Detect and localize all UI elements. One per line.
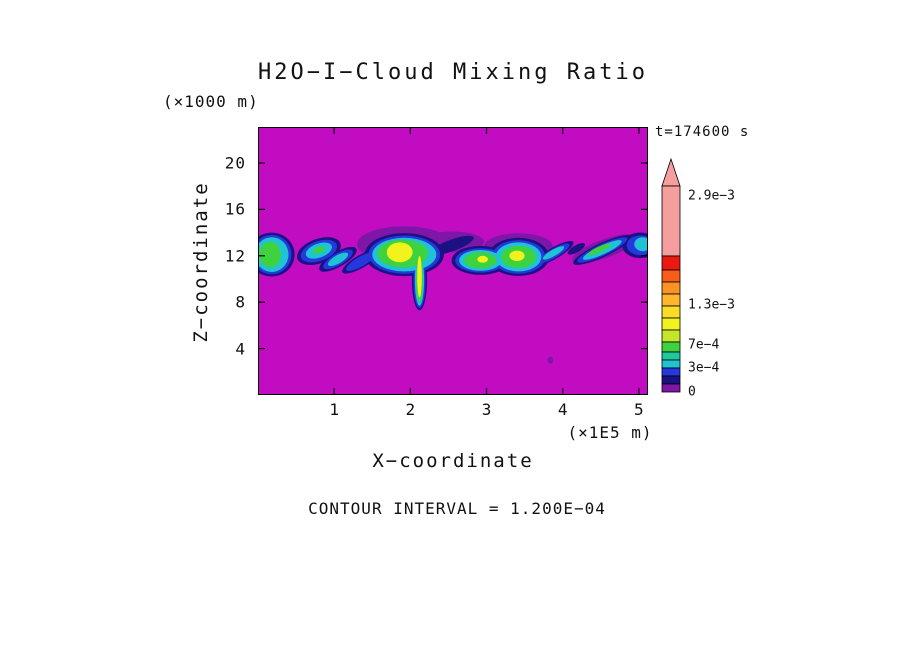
cloud-contour-region bbox=[567, 242, 586, 255]
plot-title: H2O−I−Cloud Mixing Ratio bbox=[258, 60, 648, 85]
cloud-contour-region bbox=[509, 250, 525, 261]
y-tick-label: 8 bbox=[235, 292, 246, 312]
x-tick-label: 5 bbox=[634, 400, 644, 419]
time-stamp-label: t=174600 s bbox=[655, 124, 750, 140]
colorbar-segment bbox=[661, 281, 681, 295]
y-axis-tick-labels: 20 16 12 8 4 bbox=[0, 127, 246, 395]
colorbar-segment bbox=[661, 383, 681, 393]
cloud-contour-region bbox=[417, 255, 422, 298]
colorbar-label: 1.3e−3 bbox=[688, 298, 735, 313]
colorbar-segment bbox=[661, 341, 681, 353]
colorbar-segment bbox=[661, 367, 681, 377]
contour-interval-label: CONTOUR INTERVAL = 1.200E−04 bbox=[308, 499, 606, 518]
cloud-contour-region bbox=[588, 243, 611, 256]
cloud-contour-region bbox=[547, 356, 554, 364]
x-axis-unit-label: (×1E5 m) bbox=[567, 423, 653, 442]
y-tick-label: 20 bbox=[224, 153, 246, 173]
y-tick-label: 4 bbox=[235, 339, 246, 359]
plot-frame bbox=[258, 127, 648, 395]
x-tick-label: 2 bbox=[405, 400, 416, 419]
x-tick-label: 4 bbox=[557, 400, 568, 419]
colorbar-arrow bbox=[661, 157, 681, 187]
x-tick-label: 1 bbox=[329, 400, 339, 419]
colorbar-segment bbox=[661, 351, 681, 361]
colorbar-label: 2.9e−3 bbox=[688, 189, 735, 204]
colorbar-segment bbox=[661, 255, 681, 271]
y-tick-label: 16 bbox=[224, 199, 246, 219]
x-axis-tick-labels: 1 2 3 4 5 bbox=[258, 400, 648, 422]
x-axis-title: X−coordinate bbox=[372, 450, 534, 472]
colorbar: 2.9e−3 1.3e−3 7e−4 3e−4 0 bbox=[661, 157, 735, 400]
colorbar-label: 0 bbox=[688, 385, 696, 400]
cloud-contour-region bbox=[477, 255, 488, 263]
cloud-contour-region bbox=[430, 235, 474, 255]
contour-plot-area bbox=[258, 127, 648, 395]
cloud-contour-region bbox=[542, 246, 565, 260]
colorbar-segment bbox=[661, 269, 681, 283]
cloud-contour-region bbox=[313, 246, 325, 254]
cloud-contour-region bbox=[259, 241, 281, 268]
colorbar-segment bbox=[661, 375, 681, 385]
colorbar-segment bbox=[661, 359, 681, 369]
colorbar-label: 3e−4 bbox=[688, 361, 719, 376]
cloud-contour-region bbox=[346, 252, 376, 272]
colorbar-label: 7e−4 bbox=[688, 338, 719, 353]
colorbar-segment bbox=[661, 305, 681, 319]
y-tick-label: 12 bbox=[224, 246, 246, 266]
cloud-contour-region bbox=[327, 252, 349, 267]
colorbar-segment bbox=[661, 317, 681, 331]
colorbar-segment bbox=[661, 185, 681, 257]
colorbar-segment bbox=[661, 293, 681, 307]
x-tick-label: 3 bbox=[481, 400, 492, 419]
cloud-contour-region bbox=[386, 242, 413, 263]
y-axis-unit-label: (×1000 m) bbox=[163, 92, 259, 111]
cloud-contour-region bbox=[634, 237, 648, 252]
colorbar-segment bbox=[661, 329, 681, 343]
